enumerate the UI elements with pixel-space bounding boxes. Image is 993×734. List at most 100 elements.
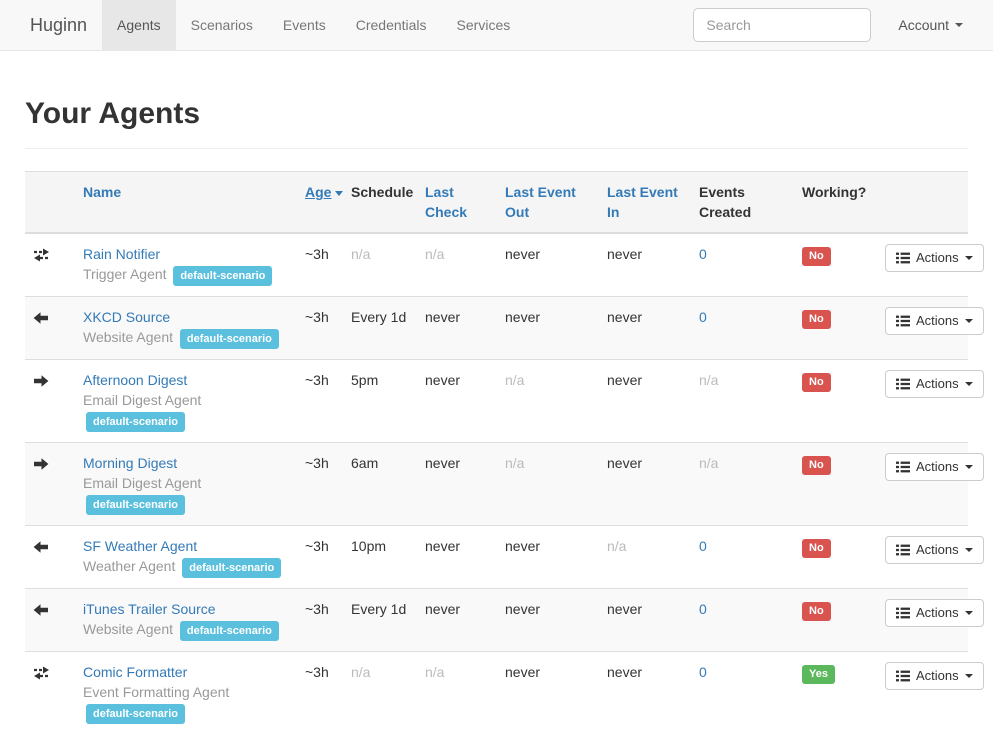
last-event-out-cell: never [497, 652, 599, 734]
actions-button-label: Actions [916, 312, 959, 330]
last-check-cell: never [417, 526, 497, 589]
sort-link-last-check[interactable]: Last Check [425, 184, 467, 220]
actions-button[interactable]: Actions [885, 244, 984, 272]
header-last-check: Last Check [417, 172, 497, 234]
actions-button-label: Actions [916, 541, 959, 559]
events-created-link[interactable]: 0 [699, 538, 707, 554]
list-icon [896, 378, 910, 390]
working-badge: No [802, 247, 831, 266]
working-cell: No [794, 297, 877, 360]
last-event-out-cell: never [497, 233, 599, 297]
table-row: XKCD Source Website Agent default-scenar… [25, 297, 968, 360]
actions-button[interactable]: Actions [885, 307, 984, 335]
header-working: Working? [794, 172, 877, 234]
table-row: Afternoon Digest Email Digest Agent defa… [25, 360, 968, 443]
schedule-cell: n/a [343, 652, 417, 734]
agent-name-link[interactable]: Afternoon Digest [83, 372, 187, 388]
last-event-out-cell: n/a [497, 360, 599, 443]
agent-type-label: Email Digest Agent [83, 392, 201, 408]
brand-link[interactable]: Huginn [15, 0, 102, 50]
actions-button-label: Actions [916, 458, 959, 476]
caret-down-icon [965, 548, 973, 552]
events-created-cell: n/a [691, 360, 794, 443]
scenario-badge[interactable]: default-scenario [86, 412, 185, 432]
scenario-badge[interactable]: default-scenario [86, 495, 185, 515]
list-icon [896, 461, 910, 473]
header-name: Name [75, 172, 297, 234]
arrow-left-icon [33, 602, 49, 622]
sort-link-last-event-in[interactable]: Last Event In [607, 184, 678, 220]
agent-name-link[interactable]: Comic Formatter [83, 664, 187, 680]
sort-link-last-event-out[interactable]: Last Event Out [505, 184, 576, 220]
sort-link-name[interactable]: Name [83, 184, 121, 200]
search-input[interactable] [693, 8, 871, 42]
actions-button[interactable]: Actions [885, 662, 984, 690]
age-cell: ~3h [297, 652, 343, 734]
scenario-badge[interactable]: default-scenario [180, 621, 279, 641]
events-created-link[interactable]: 0 [699, 246, 707, 262]
actions-button[interactable]: Actions [885, 536, 984, 564]
schedule-cell: 10pm [343, 526, 417, 589]
header-actions-column [877, 172, 968, 234]
header-events-created: Events Created [691, 172, 794, 234]
working-badge: No [802, 456, 831, 475]
navbar: Huginn Agents Scenarios Events Credentia… [0, 0, 993, 51]
events-created-link[interactable]: 0 [699, 309, 707, 325]
scenario-badge[interactable]: default-scenario [182, 558, 281, 578]
account-dropdown[interactable]: Account [883, 17, 978, 33]
arrow-left-icon [33, 310, 49, 330]
events-created-link[interactable]: 0 [699, 601, 707, 617]
last-event-in-cell: never [599, 233, 691, 297]
agent-name-link[interactable]: Morning Digest [83, 455, 177, 471]
events-created-cell: 0 [691, 652, 794, 734]
scenario-badge[interactable]: default-scenario [180, 329, 279, 349]
last-event-in-cell: never [599, 297, 691, 360]
list-icon [896, 544, 910, 556]
schedule-cell: n/a [343, 233, 417, 297]
caret-down-icon [965, 256, 973, 260]
actions-button[interactable]: Actions [885, 453, 984, 481]
tab-agents[interactable]: Agents [102, 0, 176, 50]
agent-name-link[interactable]: SF Weather Agent [83, 538, 197, 554]
tab-services[interactable]: Services [442, 0, 526, 50]
working-cell: Yes [794, 652, 877, 734]
scenario-badge[interactable]: default-scenario [86, 704, 185, 724]
tab-credentials[interactable]: Credentials [341, 0, 442, 50]
exchange-icon [33, 665, 50, 685]
sort-link-age[interactable]: Age [305, 184, 331, 200]
schedule-cell: Every 1d [343, 589, 417, 652]
working-badge: Yes [802, 665, 835, 684]
working-badge: No [802, 373, 831, 392]
page-header: Your Agents [25, 97, 968, 149]
working-badge: No [802, 602, 831, 621]
exchange-icon [33, 247, 50, 267]
working-cell: No [794, 526, 877, 589]
tab-label: Events [283, 17, 326, 33]
actions-button-label: Actions [916, 604, 959, 622]
agent-type-label: Website Agent [83, 329, 173, 345]
scenario-badge[interactable]: default-scenario [173, 266, 272, 286]
arrow-right-icon [33, 456, 49, 476]
page-title: Your Agents [25, 97, 968, 130]
tab-events[interactable]: Events [268, 0, 341, 50]
events-created-link[interactable]: 0 [699, 664, 707, 680]
actions-button[interactable]: Actions [885, 370, 984, 398]
nav-tabs: Agents Scenarios Events Credentials Serv… [102, 0, 525, 50]
list-icon [896, 252, 910, 264]
header-last-event-in: Last Event In [599, 172, 691, 234]
last-event-in-cell: never [599, 589, 691, 652]
agent-name-link[interactable]: XKCD Source [83, 309, 170, 325]
account-label: Account [898, 17, 949, 33]
list-icon [896, 670, 910, 682]
agent-type-label: Website Agent [83, 621, 173, 637]
caret-down-icon [965, 611, 973, 615]
tab-scenarios[interactable]: Scenarios [176, 0, 268, 50]
agent-name-link[interactable]: Rain Notifier [83, 246, 160, 262]
agent-name-link[interactable]: iTunes Trailer Source [83, 601, 216, 617]
last-check-cell: never [417, 360, 497, 443]
tab-label: Credentials [356, 17, 427, 33]
actions-button[interactable]: Actions [885, 599, 984, 627]
events-created-value: n/a [699, 455, 718, 471]
last-event-out-cell: never [497, 526, 599, 589]
